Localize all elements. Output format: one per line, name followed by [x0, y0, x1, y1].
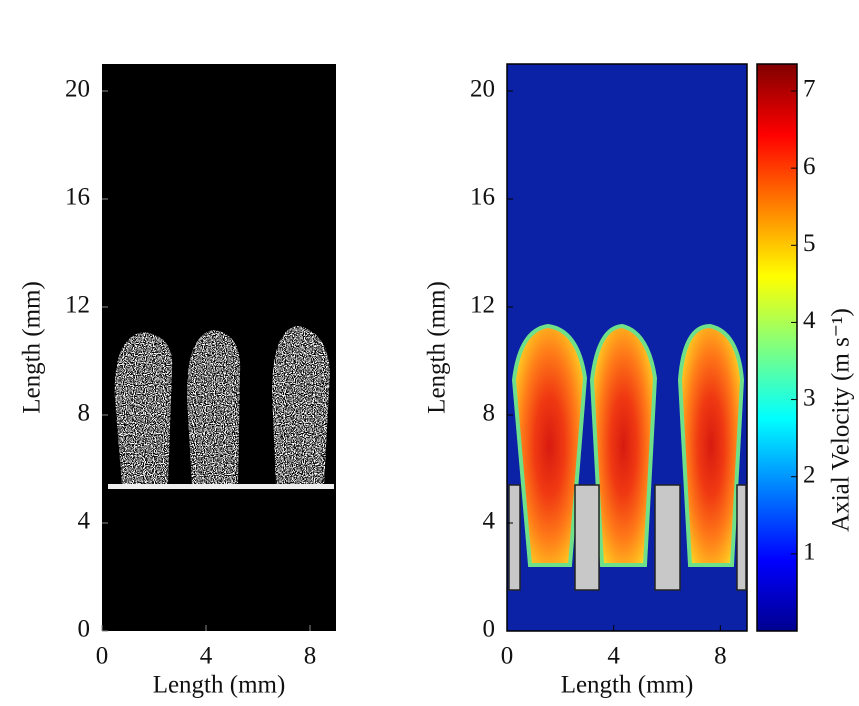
colorbar-tick-label: 4: [803, 307, 816, 334]
colorbar-tick-label: 5: [803, 230, 816, 257]
y-axis-label: Length (mm): [424, 281, 451, 414]
colorbar-tick-label: 2: [803, 461, 816, 488]
x-tick-label: 4: [607, 643, 620, 670]
particle-image: [102, 64, 336, 631]
x-tick-label: 0: [501, 643, 514, 670]
x-axis-label: Length (mm): [561, 672, 694, 699]
x-tick-label: 0: [96, 643, 109, 670]
y-tick-label: 4: [483, 508, 496, 535]
x-tick-label: 8: [714, 643, 727, 670]
y-tick-label: 16: [470, 184, 495, 211]
colorbar-tick-label: 1: [803, 539, 816, 566]
y-axis-label: Length (mm): [19, 281, 46, 414]
y-tick-label: 16: [65, 184, 90, 211]
velocity-field: [506, 63, 748, 632]
colorbar-tick-label: 7: [803, 76, 816, 103]
x-axis-label: Length (mm): [153, 672, 286, 699]
y-tick-label: 12: [65, 292, 90, 319]
y-tick-label: 20: [65, 76, 90, 103]
colorbar-tick-label: 3: [803, 384, 816, 411]
y-tick-label: 0: [78, 616, 91, 643]
y-tick-label: 8: [483, 400, 496, 427]
y-tick-label: 12: [470, 292, 495, 319]
y-tick-label: 4: [78, 508, 91, 535]
y-tick-label: 8: [78, 400, 91, 427]
colorbar: [756, 63, 798, 632]
y-tick-label: 0: [483, 616, 496, 643]
colorbar-label: Axial Velocity (m s⁻¹): [828, 308, 855, 532]
x-tick-label: 8: [304, 643, 317, 670]
y-tick-label: 20: [470, 76, 495, 103]
x-tick-label: 4: [200, 643, 213, 670]
colorbar-tick-label: 6: [803, 153, 816, 180]
